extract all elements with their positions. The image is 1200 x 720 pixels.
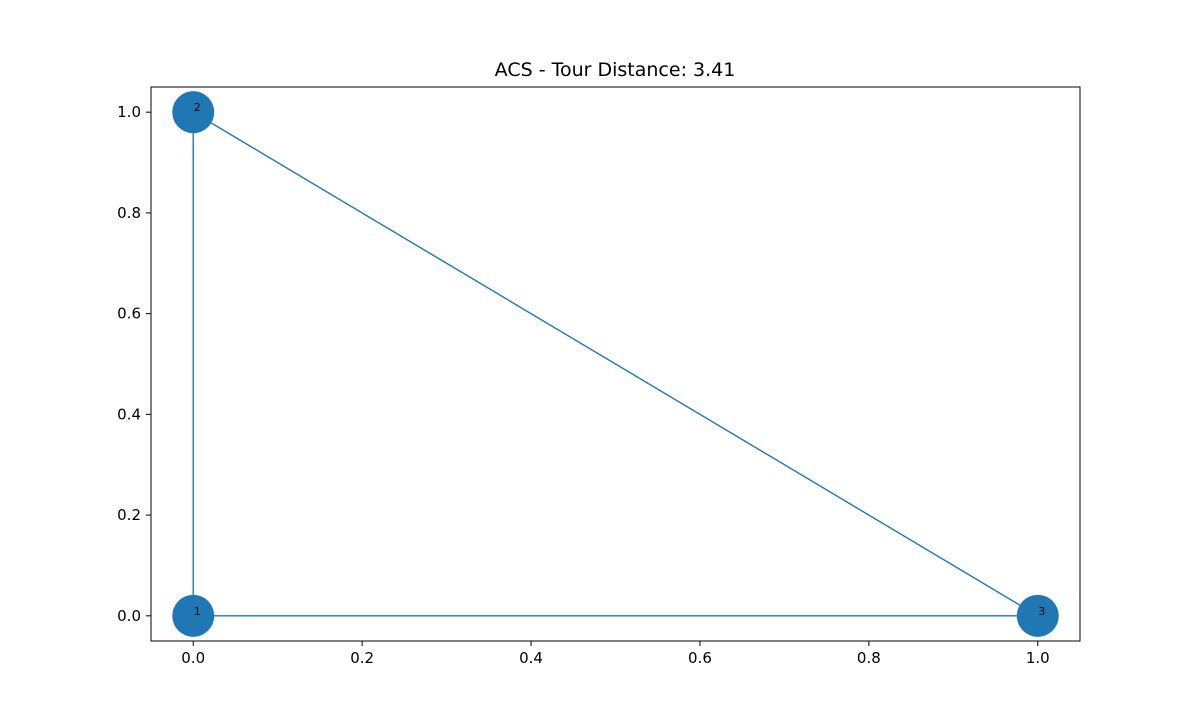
y-tick-label: 1.0 [117, 103, 141, 121]
chart-title: ACS - Tour Distance: 3.41 [495, 59, 736, 81]
node-label: 1 [194, 605, 201, 618]
x-tick-label: 0.0 [181, 649, 205, 667]
x-tick-label: 0.8 [857, 649, 881, 667]
node-label: 2 [194, 101, 201, 114]
y-tick-label: 0.2 [117, 506, 141, 524]
node-point [172, 594, 215, 637]
y-tick-label: 0.4 [117, 405, 141, 423]
x-tick-label: 0.2 [350, 649, 374, 667]
y-tick-label: 0.6 [117, 305, 141, 323]
tour-edge [192, 111, 1039, 617]
y-tick-label: 0.0 [117, 607, 141, 625]
x-tick-label: 0.6 [688, 649, 712, 667]
x-tick-label: 1.0 [1026, 649, 1050, 667]
axes-frame [150, 86, 1081, 642]
node-point [1016, 594, 1059, 637]
plot-area: 0.0 0.2 0.4 0.6 0.8 1.0 0.0 0.2 0.4 0.6 0.8 1.0 1 2 3 [117, 86, 1081, 667]
x-tick-label: 0.4 [519, 649, 543, 667]
y-tick-label: 0.8 [117, 204, 141, 222]
node-label: 3 [1038, 605, 1045, 618]
node-point [172, 91, 215, 134]
